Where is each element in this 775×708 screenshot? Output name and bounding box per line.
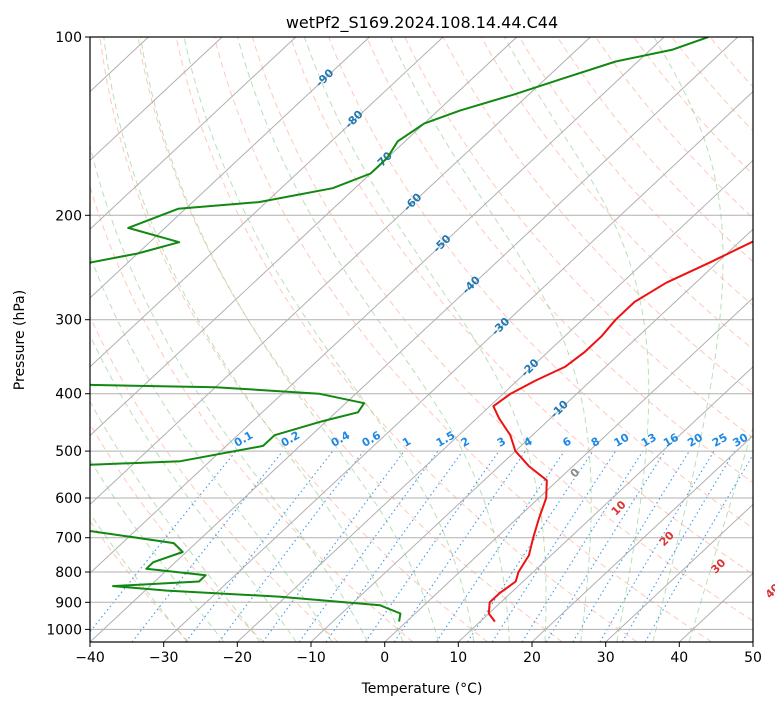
mixing-ratio-line	[131, 450, 284, 642]
dry-adiabat-line	[99, 37, 488, 642]
y-tick-label: 1000	[46, 622, 82, 638]
mixing-ratio-line	[467, 450, 594, 642]
moist-adiabat-line	[183, 37, 475, 642]
y-tick-label: 600	[55, 491, 82, 507]
moist-adiabat-line	[390, 37, 592, 642]
isotherm-line	[605, 503, 753, 642]
moist-adiabat-line	[103, 37, 404, 642]
mixing-ratio-line	[364, 450, 500, 642]
mixing-ratio-line	[435, 450, 565, 642]
temperature-profile	[487, 240, 753, 623]
isotherm-line	[90, 37, 223, 162]
mixing-ratio-line	[90, 450, 237, 633]
x-tick-label: −30	[149, 650, 179, 666]
plot-frame	[89, 36, 754, 643]
isotherm-line	[90, 37, 739, 642]
x-tick-label: −20	[223, 650, 253, 666]
x-tick-label: −10	[296, 650, 326, 666]
y-tick-label: 300	[55, 313, 82, 329]
skewed-isotherms	[90, 37, 753, 642]
mixing-ratio-line	[599, 450, 715, 642]
mixing-ratio-lines	[90, 450, 753, 642]
dry-adiabat-line	[290, 37, 753, 575]
moist-adiabat-line	[652, 37, 724, 642]
moist-adiabat-line	[237, 37, 510, 642]
y-tick-label: 400	[55, 387, 82, 403]
dry-adiabat-line	[90, 315, 339, 642]
x-tick-label: 30	[597, 650, 615, 666]
moist-adiabat-line	[139, 37, 439, 642]
x-tick-label: 50	[744, 650, 762, 666]
isotherm-line	[90, 37, 370, 299]
moist-adiabat-line	[90, 400, 261, 642]
x-tick-label: 0	[380, 650, 389, 666]
mixing-ratio-line	[491, 450, 617, 642]
y-tick-label: 200	[55, 208, 82, 224]
axes: −40 −30 −20 −10 0 10 20 30 40 50 100 200 300 400 500 60…	[46, 30, 762, 666]
isotherm-line	[384, 297, 753, 642]
moist-adiabat-line	[688, 425, 753, 642]
isotherm-line	[236, 159, 753, 642]
isotherm-line	[90, 37, 665, 574]
x-axis-title: Temperature (°C)	[361, 681, 483, 697]
moist-adiabat-line	[503, 37, 650, 642]
pressure-gridlines	[90, 37, 753, 630]
dry-adiabat-line	[213, 37, 712, 642]
isotherm-line	[163, 90, 753, 642]
isotherm-line	[90, 37, 591, 506]
moist-adiabat-line	[90, 512, 188, 642]
dry-adiabat-line	[175, 37, 638, 642]
dewpoint-profile	[90, 37, 709, 622]
isotherm-line	[90, 37, 444, 368]
x-tick-label: 10	[449, 650, 467, 666]
dry-adiabat-line	[328, 37, 753, 529]
moist-adiabat-line	[90, 253, 333, 642]
isotherm-line	[531, 434, 753, 642]
y-tick-label: 700	[55, 531, 82, 547]
y-tick-label: 500	[55, 444, 82, 460]
chart-title: wetPf2_S169.2024.108.14.44.C44	[286, 13, 558, 33]
isotherm-line	[310, 228, 753, 642]
x-tick-label: 20	[523, 650, 541, 666]
moist-adiabat-line	[90, 334, 297, 642]
mixing-ratio-line	[325, 450, 464, 642]
y-tick-label: 100	[55, 30, 82, 46]
mixing-ratio-line	[621, 450, 735, 642]
mixing-ratio-line	[218, 450, 365, 642]
isotherm-line	[90, 37, 297, 230]
moist-adiabat-line	[90, 459, 225, 642]
mixing-ratio-line	[521, 450, 644, 642]
dry-adiabat-line	[251, 37, 753, 622]
isotherm-line	[457, 366, 753, 642]
isotherm-line	[90, 37, 518, 437]
x-tick-label: −40	[75, 650, 105, 666]
mixing-ratio-line	[545, 450, 666, 642]
x-tick-label: 40	[670, 650, 688, 666]
dry-adiabat-line	[90, 423, 264, 642]
moist-adiabat-line	[304, 37, 547, 642]
mixing-ratio-line	[572, 450, 690, 642]
y-tick-label: 900	[55, 595, 82, 611]
y-tick-label: 800	[55, 565, 82, 581]
moist-adiabats	[90, 37, 753, 642]
sounding-profiles	[90, 37, 753, 623]
y-axis-title: Pressure (hPa)	[12, 290, 28, 390]
